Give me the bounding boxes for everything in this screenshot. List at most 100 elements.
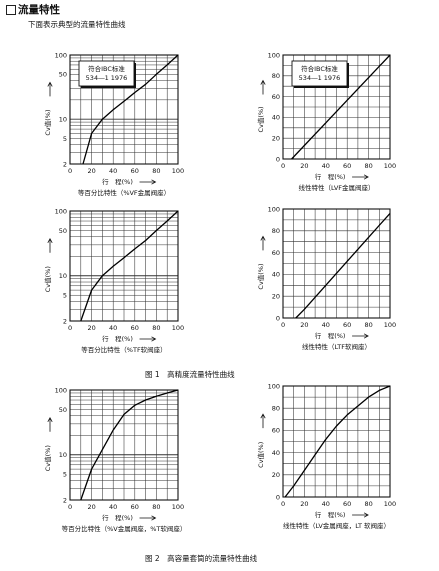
series-line (284, 385, 391, 498)
x-axis-arrow-icon (352, 512, 369, 518)
x-tick-label: 20 (87, 503, 95, 511)
annotation-box (291, 60, 348, 87)
y-tick-label: 80 (272, 405, 280, 413)
y-axis-label: Cv值(%) (43, 110, 52, 136)
chart-c5: 0 20 40 60 80 100 100 50 10 5 2 Cv值(%) 行 程(%) 等百分比特性（… (43, 386, 187, 533)
y-tick-label: 60 (272, 249, 280, 257)
plot-frame (282, 385, 391, 498)
y-tick-label: 100 (55, 51, 67, 59)
plot-area: 0 20 40 60 80 100 100 80 60 40 20 0 Cv值(%) 行 程(%) 线性特性… (256, 382, 396, 530)
y-axis-arrow-icon (47, 237, 53, 253)
x-axis-label: 行 程(%) (102, 513, 133, 522)
x-tick-label: 100 (172, 167, 184, 175)
annotation-text: 符合IBC标准 (301, 64, 338, 73)
y-tick-label: 60 (272, 427, 280, 435)
y-axis-label: Cv值(%) (256, 106, 265, 132)
y-tick-label: 50 (59, 71, 67, 79)
x-tick-label: 0 (68, 324, 72, 332)
plot-frame (282, 54, 391, 160)
x-tick-label: 80 (364, 500, 372, 508)
y-axis-label: Cv值(%) (256, 442, 265, 468)
y-tick-label: 2 (63, 496, 67, 504)
y-tick-label: 40 (272, 449, 280, 457)
y-tick-label: 60 (272, 93, 280, 101)
x-tick-label: 40 (109, 324, 117, 332)
y-tick-label: 2 (63, 317, 67, 325)
y-axis-label: Cv值(%) (43, 445, 52, 471)
x-tick-label: 100 (172, 503, 184, 511)
series-line (80, 210, 179, 322)
x-axis-arrow-icon (139, 336, 157, 342)
x-axis-label: 行 程(%) (315, 510, 346, 519)
chart-caption: 线性特性（LVF金属阀座） (298, 183, 374, 192)
y-tick-label: 50 (59, 406, 67, 414)
x-tick-label: 0 (281, 321, 285, 329)
x-axis-label: 行 程(%) (315, 172, 346, 181)
x-tick-label: 40 (322, 500, 330, 508)
chart-c2: 0 20 40 60 80 100 100 80 60 40 20 0 Cv值(%) 行 程(%) 线性特性… (256, 51, 396, 192)
plot-area: 0 20 40 60 80 100 100 50 10 5 2 Cv值(%) 行 程(%) 等百分比特性（… (43, 207, 184, 354)
y-tick-label: 50 (59, 227, 67, 235)
y-tick-label: 40 (272, 114, 280, 122)
x-tick-label: 0 (68, 167, 72, 175)
x-tick-label: 100 (384, 321, 396, 329)
figure2-caption: 图 2 高容量套筒的流量特性曲线 (145, 554, 258, 563)
x-tick-label: 100 (384, 500, 396, 508)
x-tick-label: 40 (109, 503, 117, 511)
x-tick-label: 60 (343, 162, 351, 170)
x-tick-label: 20 (300, 321, 308, 329)
y-tick-label: 40 (272, 271, 280, 279)
y-axis-arrow-icon (260, 79, 266, 95)
x-tick-label: 20 (87, 167, 95, 175)
x-tick-label: 40 (322, 162, 330, 170)
x-tick-label: 80 (364, 162, 372, 170)
y-tick-label: 0 (276, 314, 280, 322)
y-tick-label: 5 (63, 135, 67, 143)
y-tick-label: 10 (59, 451, 67, 459)
x-axis-label: 行 程(%) (102, 334, 133, 343)
series-line (82, 54, 179, 165)
x-axis-arrow-icon (352, 333, 369, 339)
x-axis-arrow-icon (352, 174, 369, 180)
x-tick-label: 20 (300, 500, 308, 508)
x-tick-label: 60 (131, 167, 139, 175)
y-tick-label: 5 (63, 471, 67, 479)
chart-caption: 线性特性（LTF软阀座） (302, 342, 371, 351)
x-tick-label: 40 (322, 321, 330, 329)
y-tick-label: 0 (276, 155, 280, 163)
x-tick-label: 80 (152, 324, 160, 332)
y-axis-arrow-icon (260, 413, 266, 429)
heading-checkbox-icon (6, 5, 16, 15)
plot-frame (69, 54, 179, 165)
x-tick-label: 0 (68, 503, 72, 511)
series-line (80, 389, 179, 501)
x-tick-label: 20 (87, 324, 95, 332)
x-tick-label: 100 (384, 162, 396, 170)
y-tick-label: 2 (63, 160, 67, 168)
x-tick-label: 0 (281, 162, 285, 170)
y-axis-arrow-icon (260, 235, 266, 251)
chart-caption: 等百分比特性（%TF软阀座） (81, 345, 166, 354)
page-heading: 流量特性 (18, 4, 60, 16)
x-tick-label: 40 (109, 167, 117, 175)
x-axis-arrow-icon (139, 179, 157, 185)
y-tick-label: 100 (55, 207, 67, 215)
x-tick-label: 80 (152, 167, 160, 175)
y-axis-arrow-icon (47, 416, 53, 432)
y-tick-label: 100 (268, 205, 280, 213)
x-tick-label: 100 (172, 324, 184, 332)
x-tick-label: 80 (152, 503, 160, 511)
x-tick-label: 80 (364, 321, 372, 329)
chart-caption: 线性特性（LV金属阀座，LT 软阀座） (283, 521, 390, 530)
x-axis-label: 行 程(%) (102, 177, 133, 186)
x-axis-label: 行 程(%) (315, 331, 346, 340)
x-tick-label: 60 (131, 324, 139, 332)
y-tick-label: 10 (59, 115, 67, 123)
plot-area: 0 20 40 60 80 100 100 80 60 40 20 0 Cv值(%) 行 程(%) 线性特性… (256, 51, 396, 192)
series-line (295, 212, 391, 319)
chart-caption: 等百分比特性（%V金属阀座，%T软阀座） (62, 524, 187, 533)
annotation-text: 534―1 1976 (86, 74, 128, 82)
chart-c4: 0 20 40 60 80 100 100 80 60 40 20 0 Cv值(%) 行 程(%) 线性特性… (256, 205, 396, 351)
plot-frame (69, 210, 179, 322)
y-tick-label: 80 (272, 227, 280, 235)
